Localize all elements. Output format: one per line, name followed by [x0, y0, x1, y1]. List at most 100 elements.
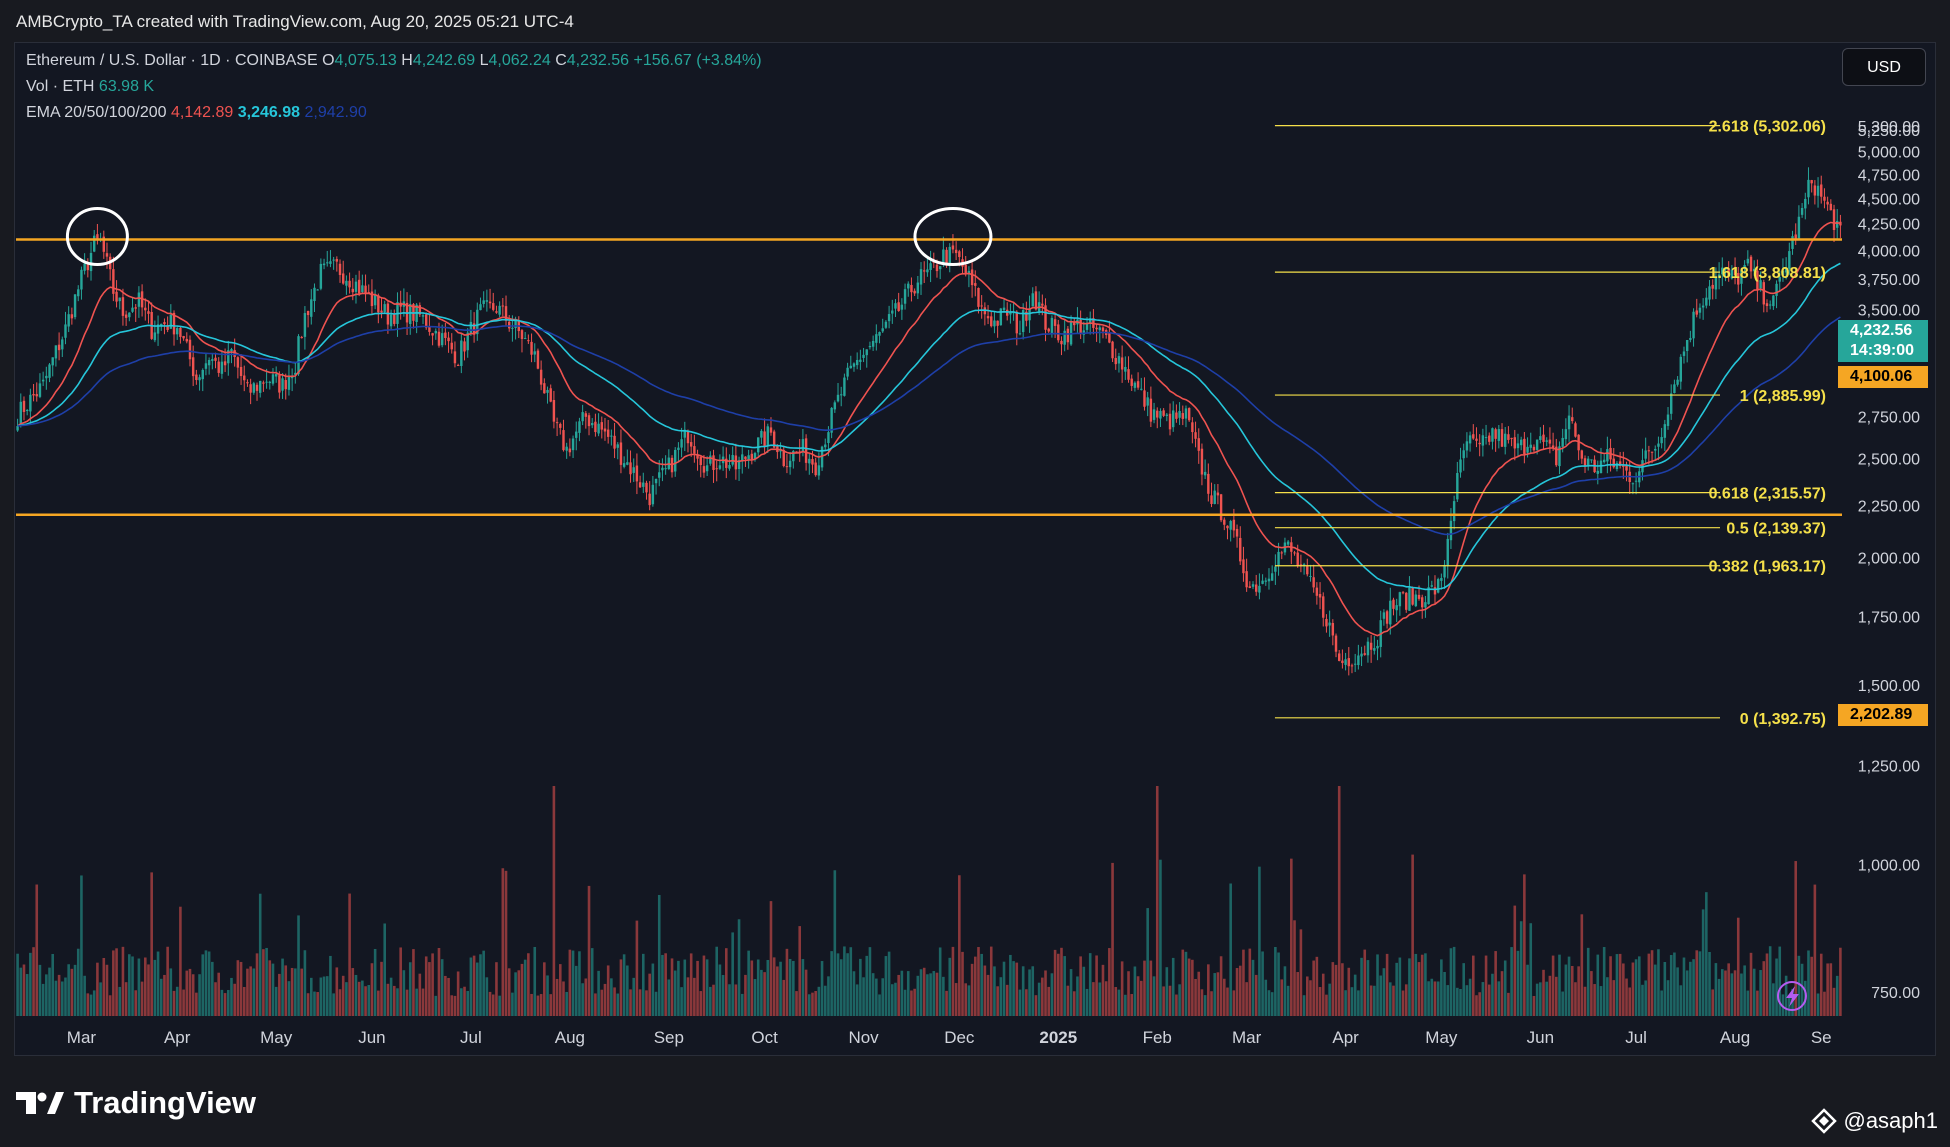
volume-bar [1238, 965, 1242, 1016]
candle-body [533, 351, 536, 355]
volume-bar [332, 993, 335, 1016]
candle-body [498, 305, 501, 315]
candle-body [1009, 312, 1012, 315]
candle-body [1306, 566, 1309, 575]
volume-bar [501, 868, 505, 1016]
candle-body [801, 439, 805, 452]
volume-bar [1596, 954, 1600, 1016]
volume-bar [1602, 947, 1606, 1016]
candle-body [1414, 594, 1418, 607]
volume-legend[interactable]: Vol · ETH 63.98 K [26, 78, 154, 96]
candle-body [626, 462, 629, 465]
candle-body [1468, 435, 1472, 444]
x-tick-label: Nov [848, 1028, 879, 1047]
volume-bar [1663, 961, 1667, 1016]
volume-bar [217, 972, 221, 1016]
candle-body [590, 423, 594, 426]
x-tick-label: Mar [67, 1028, 97, 1047]
volume-bar [1111, 862, 1114, 1016]
candle-body [1178, 410, 1181, 418]
candle-body [338, 263, 342, 275]
currency-button[interactable]: USD [1842, 48, 1926, 86]
candle-body [48, 364, 51, 378]
volume-bar [80, 875, 83, 1016]
candle-body [22, 400, 26, 412]
tradingview-logo[interactable]: TradingView [16, 1085, 256, 1121]
volume-bar [239, 961, 243, 1016]
volume-bar [833, 870, 837, 1016]
candle-body [945, 249, 948, 265]
candle-body [1682, 351, 1686, 356]
volume-bar [281, 958, 284, 1016]
volume-bar [705, 959, 709, 1016]
volume-bar [16, 953, 19, 1016]
candle-body [1692, 311, 1695, 339]
candle-body [105, 253, 109, 257]
volume-bar [1098, 982, 1102, 1016]
candle-body [1669, 393, 1673, 414]
volume-bar [1398, 957, 1402, 1016]
ema-legend[interactable]: EMA 20/50/100/200 4,142.89 3,246.98 2,94… [26, 104, 367, 122]
volume-bar [712, 984, 715, 1016]
candle-body [303, 313, 307, 337]
candle-body [919, 269, 923, 285]
volume-bar [1577, 966, 1580, 1016]
candle-body [661, 467, 664, 471]
candle-body [693, 446, 696, 454]
candle-body [900, 304, 904, 310]
volume-bar [354, 974, 358, 1016]
candle-body [1405, 592, 1408, 610]
symbol-legend[interactable]: Ethereum / U.S. Dollar · 1D · COINBASE O… [26, 52, 762, 70]
volume-bar [297, 915, 300, 1016]
candle-body [160, 323, 163, 326]
volume-bar [195, 992, 198, 1016]
volume-bar [322, 976, 326, 1016]
support-tag: 2,202.89 [1838, 704, 1928, 726]
volume-bar [1041, 977, 1044, 1016]
volume-bar [709, 986, 712, 1016]
volume-bar [1823, 991, 1826, 1016]
volume-bar [686, 977, 690, 1016]
volume-bar [922, 967, 926, 1016]
candle-body [1357, 655, 1360, 666]
candle-body [204, 363, 208, 369]
candle-body [485, 300, 489, 302]
candle-body [1366, 641, 1370, 656]
candle-body [1152, 409, 1156, 420]
candle-body [239, 366, 243, 377]
candle-body [440, 333, 444, 346]
volume-bar [306, 993, 310, 1016]
candle-body [1523, 438, 1526, 455]
candle-body [1756, 270, 1759, 290]
candle-body [1810, 180, 1813, 184]
candle-body [520, 330, 524, 339]
volume-bar [836, 953, 840, 1016]
volume-bar [750, 960, 754, 1016]
candle-body [169, 314, 173, 329]
volume-bar [520, 963, 524, 1016]
candle-body [1031, 293, 1034, 307]
volume-bar [86, 993, 90, 1016]
candle-body [1296, 552, 1299, 566]
candle-body [1685, 339, 1689, 351]
volume-bar [1063, 956, 1066, 1016]
candle-body [80, 269, 83, 290]
candle-body [1277, 551, 1280, 566]
candle-body [1602, 459, 1606, 463]
candle-body [51, 357, 54, 366]
candle-body [587, 415, 591, 427]
candle-body [1213, 490, 1216, 504]
candle-body [1657, 443, 1660, 447]
volume-bar [657, 894, 661, 1016]
chart-panel[interactable] [14, 42, 1936, 1056]
volume-bar [1708, 951, 1711, 1016]
volume-bar [22, 964, 26, 1016]
volume-bar [1124, 994, 1127, 1016]
candle-body [1133, 382, 1137, 388]
volume-bar [1005, 984, 1009, 1016]
volume-bar [1337, 786, 1341, 1016]
volume-bar [677, 960, 680, 1016]
candle-body [1114, 358, 1117, 365]
candle-body [77, 289, 80, 297]
